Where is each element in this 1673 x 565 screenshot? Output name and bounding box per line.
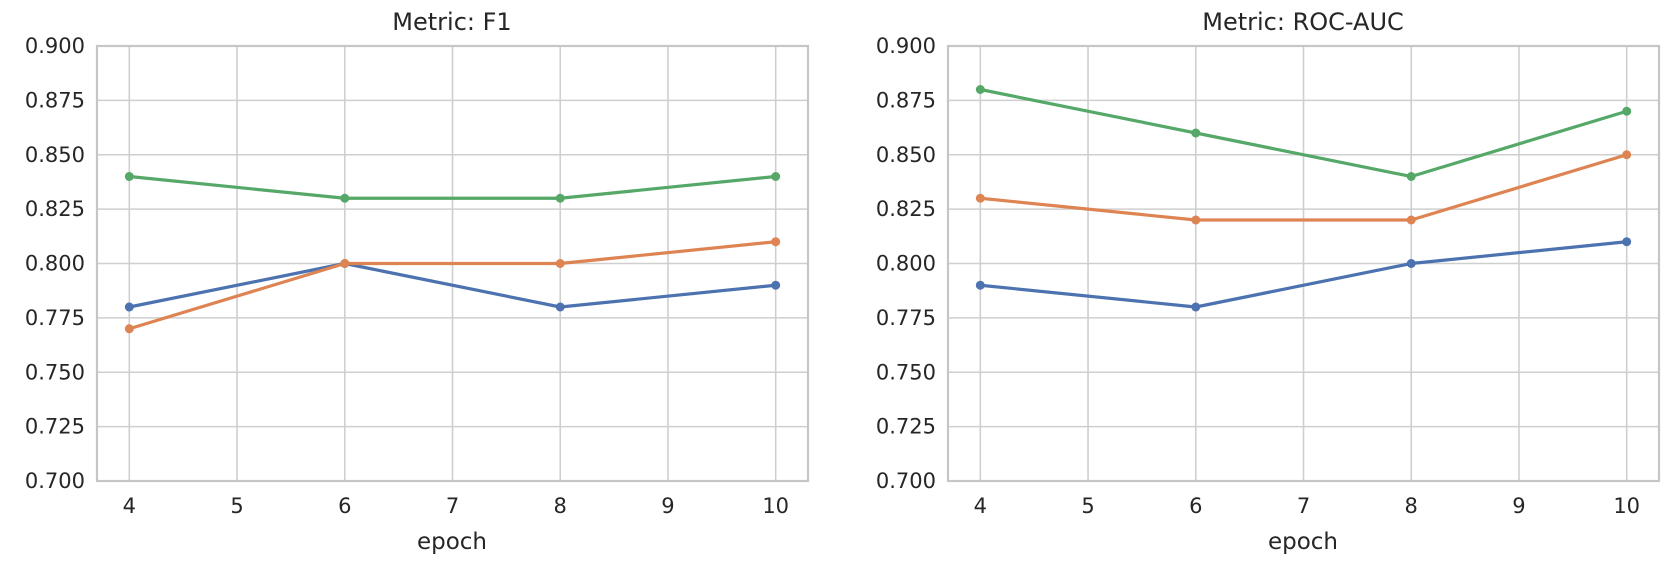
series-green-marker — [340, 193, 350, 203]
y-tick-label: 0.800 — [876, 252, 936, 276]
roc-auc-plot-area: 4 5 6 7 8 9 10 0.700 0.725 0.750 0.775 0.800 0.825 0.… — [876, 34, 1661, 518]
series-blue-marker — [1191, 302, 1201, 312]
series-orange-line — [978, 153, 1629, 222]
series-blue-marker — [771, 280, 781, 290]
series-green-marker — [1191, 128, 1201, 138]
x-tick-label: 8 — [1405, 494, 1418, 518]
axes-spines — [95, 44, 810, 483]
series-orange-marker — [1622, 150, 1632, 160]
series-green-marker — [555, 193, 565, 203]
series-blue-marker — [1406, 259, 1416, 268]
series-orange-marker — [975, 193, 985, 203]
f1-chart-title: Metric: F1 — [392, 8, 511, 36]
series-orange-marker — [1406, 215, 1416, 225]
series-orange-line — [127, 240, 778, 331]
y-tick-label: 0.825 — [876, 197, 936, 221]
f1-plot-area: 4 5 6 7 8 9 10 0.700 0.725 0.750 0.775 0.800 0.825 0.… — [25, 34, 810, 518]
series-orange-marker — [771, 237, 781, 247]
x-tick-label: 10 — [1613, 494, 1640, 518]
y-tick-label: 0.700 — [25, 469, 85, 493]
y-tick-label: 0.700 — [876, 469, 936, 493]
series-orange-marker — [1191, 215, 1201, 225]
f1-chart-canvas: Metric: F1 4 5 6 7 8 9 10 0.700 0.725 0.750 0.775 0… — [25, 8, 810, 555]
y-tick-label: 0.775 — [25, 306, 85, 330]
x-tick-label: 4 — [974, 494, 987, 518]
x-tick-label: 5 — [1081, 494, 1094, 518]
y-tick-label: 0.900 — [25, 34, 85, 58]
series-blue-marker — [555, 302, 565, 312]
y-tick-label: 0.875 — [876, 88, 936, 112]
series-blue-line — [978, 240, 1629, 309]
series-blue-marker — [975, 280, 985, 290]
y-tick-label: 0.725 — [25, 415, 85, 439]
series-blue-marker — [124, 302, 134, 312]
y-tick-label: 0.825 — [25, 197, 85, 221]
x-tick-label: 9 — [661, 494, 674, 518]
y-tick-label: 0.750 — [876, 360, 936, 384]
subplot-f1: Metric: F1 4 5 6 7 8 9 10 0.700 0.725 0.750 0.775 0… — [5, 0, 841, 565]
x-tick-label: 6 — [1189, 494, 1202, 518]
axes-spines — [946, 44, 1661, 483]
x-tick-label: 5 — [230, 494, 243, 518]
y-tick-label: 0.750 — [25, 360, 85, 384]
y-tick-label: 0.900 — [876, 34, 936, 58]
series-blue-marker — [1622, 237, 1632, 247]
x-tick-label: 10 — [762, 494, 789, 518]
series-green-line — [978, 87, 1629, 179]
subplot-roc-auc: Metric: ROC-AUC 4 5 6 7 8 9 10 0.700 0.725 0.750 0… — [856, 0, 1673, 565]
x-tick-label: 8 — [554, 494, 567, 518]
series-green-marker — [975, 85, 985, 94]
y-tick-label: 0.850 — [25, 143, 85, 167]
series-green-marker — [124, 172, 134, 181]
series-blue-line — [127, 261, 778, 309]
series-green-marker — [771, 172, 781, 181]
x-tick-label: 7 — [1297, 494, 1310, 518]
series-orange-marker — [124, 324, 134, 334]
series-green-marker — [1406, 172, 1416, 181]
y-tick-label: 0.850 — [876, 143, 936, 167]
y-tick-label: 0.775 — [876, 306, 936, 330]
series-green-marker — [1622, 106, 1632, 116]
y-tick-label: 0.875 — [25, 88, 85, 112]
series-orange-marker — [555, 259, 565, 268]
series-green-line — [127, 174, 778, 200]
x-tick-label: 4 — [123, 494, 136, 518]
roc-auc-x-axis-label: epoch — [1268, 529, 1338, 555]
roc-auc-chart-canvas: Metric: ROC-AUC 4 5 6 7 8 9 10 0.700 0.725 0.750 0… — [876, 8, 1661, 555]
f1-x-axis-label: epoch — [417, 529, 487, 555]
x-tick-label: 9 — [1512, 494, 1525, 518]
y-tick-label: 0.725 — [876, 415, 936, 439]
x-tick-label: 6 — [338, 494, 351, 518]
roc-auc-chart-title: Metric: ROC-AUC — [1202, 8, 1404, 36]
series-orange-marker — [340, 259, 350, 268]
y-tick-label: 0.800 — [25, 252, 85, 276]
x-tick-label: 7 — [446, 494, 459, 518]
